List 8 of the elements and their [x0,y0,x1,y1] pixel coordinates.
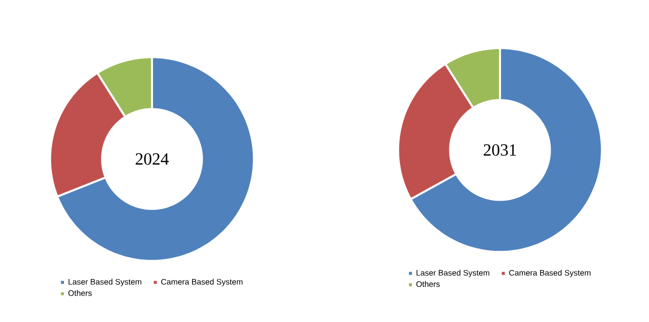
legend-label: Camera Based System [161,278,242,286]
text: 2031 [484,144,516,156]
legend-label: Others [416,281,440,287]
legend-label: Camera Based System [509,270,590,278]
legend-label: Laser Based System [416,270,490,278]
text: 2024 [136,153,169,165]
legend-label: Laser Based System [68,278,142,286]
legend-label: Others [68,290,92,296]
